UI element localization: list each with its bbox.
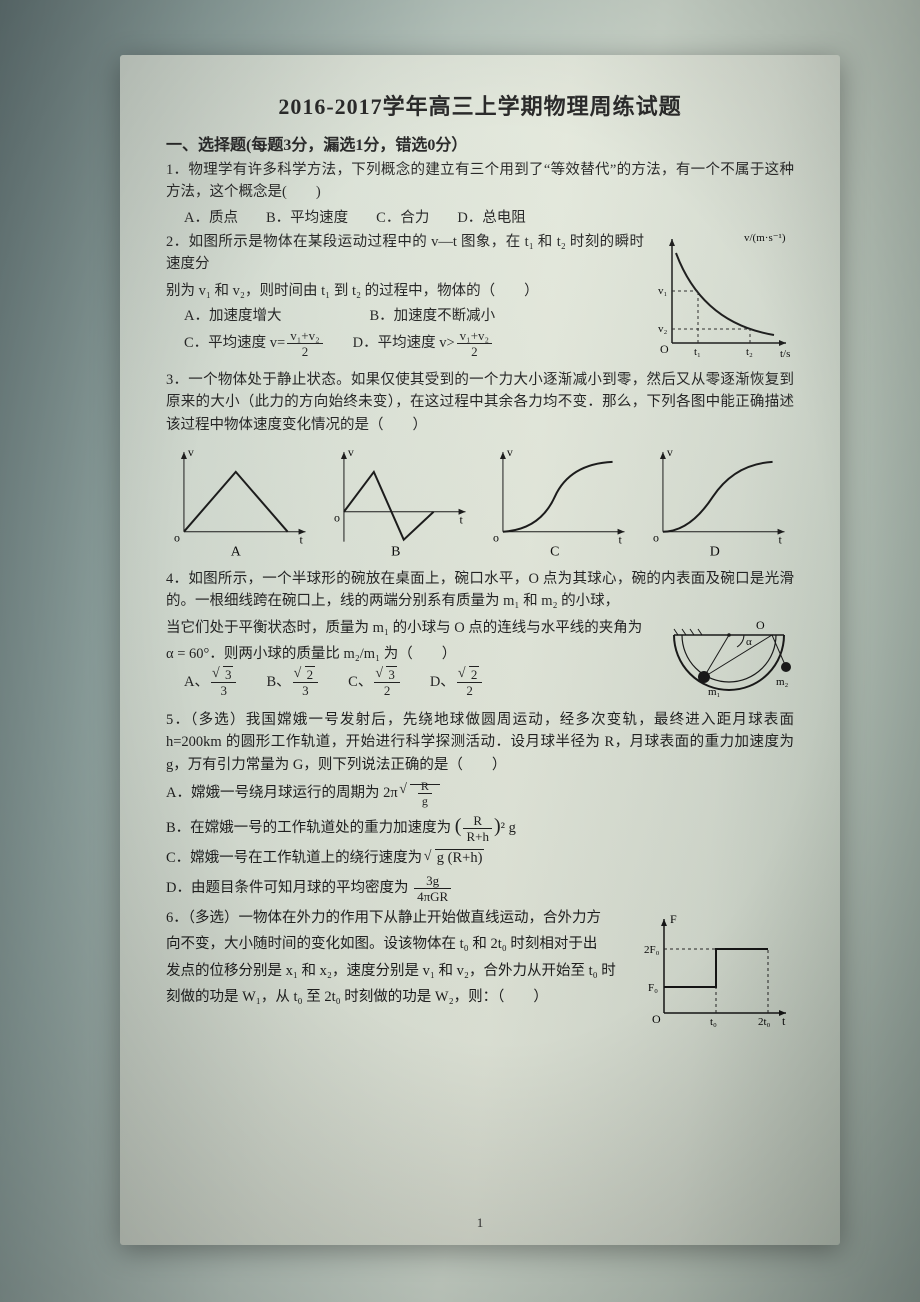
q6-ft-graph: F t O 2F₀ F₀ t₀ 2t₀ [644,909,794,1029]
q5-opt-b: B．在嫦娥一号的工作轨道处的重力加速度为 (RR+h)² g [166,811,794,843]
svg-text:t: t [300,533,304,547]
q4-opt-b: B、23 [266,668,320,697]
photo-frame: 2016-2017学年高三上学期物理周练试题 一、选择题(每题3分，漏选1分，错… [0,0,920,1302]
q1-opt-c: C．合力 [376,206,429,227]
svg-text:C: C [550,545,559,560]
q3-graph-row: v t o A v t o B v t o [166,442,794,562]
q5-stem: 5．（多选）我国嫦娥一号发射后，先绕地球做圆周运动，经多次变轨，最终进入距月球表… [166,709,794,776]
svg-text:α: α [746,636,752,648]
q2-t1: t₁ [694,346,701,358]
q4-options: A、33 B、23 C、32 D、22 [166,668,656,697]
exam-title: 2016-2017学年高三上学期物理周练试题 [166,89,794,121]
q4-opt-a: A、33 [184,668,238,697]
q1-opt-d: D．总电阻 [457,206,525,227]
q2-xlabel: t/s [780,348,790,360]
page-number: 1 [120,1215,840,1231]
svg-text:o: o [333,511,339,525]
q1-stem: 1．物理学有许多科学方法，下列概念的建立有三个用到了“等效替代”的方法，有一个不… [166,159,794,204]
svg-text:F: F [670,912,677,926]
q3-graph-a: v t o A [166,442,316,562]
svg-text:O: O [660,342,669,356]
svg-text:A: A [231,545,241,560]
svg-text:O: O [652,1012,661,1026]
q5-opt-d: D．由题目条件可知月球的平均密度为 3g4πGR [166,874,794,903]
svg-text:o: o [652,531,658,545]
q2-vt-graph: v/(m·s⁻¹) t/s O v₁ v₂ t₁ t₂ [654,231,794,361]
svg-text:v: v [507,445,513,459]
q1-opt-b: B．平均速度 [266,206,348,227]
q2-options-row1: A．加速度增大 B．加速度不断减小 [166,304,644,325]
svg-text:t: t [782,1014,786,1028]
svg-text:O: O [756,618,765,632]
exam-sheet: 2016-2017学年高三上学期物理周练试题 一、选择题(每题3分，漏选1分，错… [120,55,840,1245]
q3-graph-d: v t o D [645,442,795,562]
q2-opt-d: D．平均速度 v>v₁+v₂2 [353,329,494,358]
q3-graph-b: v t o B [326,442,476,562]
q4-bowl-figure: O α m₁ m₂ [664,615,794,705]
svg-text:v: v [666,445,672,459]
svg-text:t₀: t₀ [710,1016,717,1028]
svg-text:o: o [174,531,180,545]
svg-text:t: t [619,533,623,547]
q5-opt-c: C．嫦娥一号在工作轨道上的绕行速度为 g (R+h) [166,847,794,869]
q2-opt-a: A．加速度增大 [184,304,281,325]
q3-stem: 3．一个物体处于静止状态。如果仅使其受到的一个力大小逐渐减小到零，然后又从零逐渐… [166,369,794,436]
q1-options: A．质点 B．平均速度 C．合力 D．总电阻 [166,206,794,227]
svg-text:2F₀: 2F₀ [644,944,660,956]
q2-opt-c: C．平均速度 v=v₁+v₂2 [184,329,325,358]
svg-text:v: v [188,445,194,459]
q2-options-row2: C．平均速度 v=v₁+v₂2 D．平均速度 v>v₁+v₂2 [166,329,644,358]
q4-opt-c: C、32 [348,668,402,697]
q2-ylabel: v/(m·s⁻¹) [744,232,786,244]
q2-opt-b: B．加速度不断减小 [369,304,495,325]
q1-opt-a: A．质点 [184,206,238,227]
q2-t2: t₂ [746,346,753,358]
q4-stem-a: 4．如图所示，一个半球形的碗放在桌面上，碗口水平，O 点为其球心，碗的内表面及碗… [166,568,794,613]
q2-v1: v₁ [658,285,668,297]
svg-text:F₀: F₀ [648,982,658,994]
svg-text:m₁: m₁ [708,686,721,698]
svg-text:o: o [493,531,499,545]
svg-text:v: v [347,445,353,459]
q5-opt-a: A．嫦娥一号绕月球运行的周期为 2π Rg [166,780,794,807]
svg-text:m₂: m₂ [776,676,789,688]
q3-graph-c: v t o C [485,442,635,562]
svg-text:t: t [459,513,463,527]
section-1-heading: 一、选择题(每题3分，漏选1分，错选0分） [166,131,794,155]
q4-opt-d: D、22 [430,668,484,697]
svg-text:2t₀: 2t₀ [758,1016,771,1028]
svg-text:B: B [391,545,400,560]
q2-v2: v₂ [658,323,668,335]
svg-text:D: D [709,545,719,560]
svg-text:t: t [778,533,782,547]
